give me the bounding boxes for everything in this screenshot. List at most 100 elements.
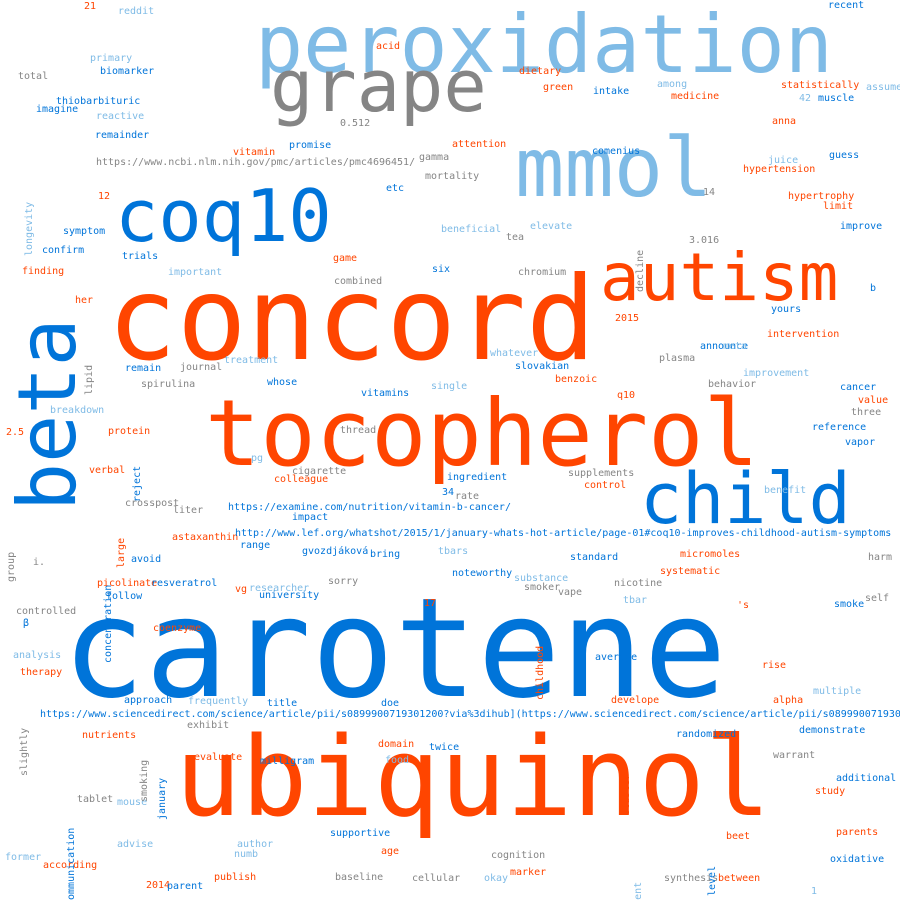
word-assume: assume: [866, 82, 900, 93]
word-cigarette: cigarette: [292, 466, 347, 477]
word-etc: etc: [386, 183, 405, 194]
word-micromoles: micromoles: [680, 549, 741, 560]
word-thiobarbituric: thiobarbituric: [56, 96, 141, 107]
word-follow: follow: [106, 591, 143, 602]
word-exhibit: exhibit: [187, 720, 230, 731]
word-2-5: 2.5: [6, 427, 25, 438]
word-title: title: [267, 698, 298, 709]
word-slovakian: slovakian: [515, 361, 570, 372]
word-statistically: statistically: [781, 80, 860, 91]
word-gvozdj-kov: gvozdjáková: [302, 546, 369, 557]
word-alpha: alpha: [773, 695, 804, 706]
word-comenius: comenius: [592, 146, 641, 157]
word-s: 's: [737, 600, 750, 611]
word-study: study: [815, 786, 846, 797]
word-decline: decline: [635, 249, 646, 292]
word-vg: vg: [235, 584, 248, 595]
word-marker: marker: [510, 867, 547, 878]
word-evaluate: evaluate: [194, 752, 243, 763]
word-promise: promise: [289, 140, 332, 151]
word-domain: domain: [378, 739, 415, 750]
word-2014: 2014: [146, 880, 171, 891]
word-acid: acid: [376, 41, 401, 52]
word-frequently: frequently: [188, 696, 249, 707]
word-biomarker: biomarker: [100, 66, 155, 77]
word-improvement: improvement: [743, 368, 810, 379]
word-3-016: 3.016: [689, 235, 720, 246]
word-vape: vape: [558, 587, 583, 598]
word-okay: okay: [484, 873, 509, 884]
word-numb: numb: [234, 849, 259, 860]
word-ubiquinol: ubiquinol: [175, 713, 772, 841]
word-mouse: mouse: [117, 797, 148, 808]
word-approach: approach: [124, 695, 173, 706]
word-journal: journal: [180, 362, 223, 373]
word-https-www-ncbi-nlm-nih-gov-pmc-articles-: https://www.ncbi.nlm.nih.gov/pmc/article…: [96, 157, 416, 168]
word-liter: liter: [173, 505, 204, 516]
word-cluster: cluster: [621, 773, 632, 816]
word-hypertrophy: hypertrophy: [788, 191, 855, 202]
word-elevate: elevate: [530, 221, 573, 232]
word-patient: patient: [633, 882, 644, 900]
word-reddit: reddit: [118, 6, 155, 17]
word-juice: juice: [768, 155, 799, 166]
word-picolinate: picolinate: [97, 578, 158, 589]
word-crosspost: crosspost: [125, 498, 180, 509]
word-parents: parents: [836, 827, 879, 838]
word-avoid: avoid: [131, 554, 162, 565]
word-supplements: supplements: [568, 468, 635, 479]
word-benefit: benefit: [764, 485, 807, 496]
word-average: average: [595, 652, 638, 663]
word-six: six: [432, 264, 451, 275]
word-rise: rise: [762, 660, 787, 671]
word-level: level: [707, 865, 718, 896]
word-publish: publish: [214, 872, 257, 883]
word-lipid: lipid: [84, 364, 95, 395]
word-child: child: [640, 458, 851, 540]
word-tablet: tablet: [77, 794, 114, 805]
word-spirulina: spirulina: [141, 379, 196, 390]
word-former: former: [5, 852, 42, 863]
word-limit: limit: [823, 201, 854, 212]
word-harm: harm: [868, 552, 893, 563]
word-vapor: vapor: [845, 437, 876, 448]
word-meta: meta: [723, 341, 748, 352]
word-whose: whose: [267, 377, 298, 388]
word-cellular: cellular: [412, 873, 461, 884]
word-trials: trials: [122, 251, 159, 262]
word-three: three: [851, 407, 882, 418]
word-total: total: [18, 71, 49, 82]
word-treatment: treatment: [224, 355, 279, 366]
word-14: 14: [703, 187, 716, 198]
word-benzoic: benzoic: [555, 374, 598, 385]
word-impact: impact: [292, 512, 329, 523]
word-tea: tea: [506, 232, 525, 243]
word-coenzyme: coenzyme: [153, 623, 202, 634]
word-standard: standard: [570, 552, 619, 563]
word-34: 34: [442, 487, 455, 498]
word-demonstrate: demonstrate: [799, 725, 866, 736]
word-autism: autism: [600, 239, 839, 316]
word-control: control: [584, 480, 627, 491]
word-age: age: [381, 846, 400, 857]
word-remainder: remainder: [95, 130, 150, 141]
word-verbal: verbal: [89, 465, 126, 476]
word-synthesis: synthesis: [664, 873, 719, 884]
word-smoke: smoke: [834, 599, 865, 610]
word-substance: substance: [514, 573, 569, 584]
word-whatever: whatever: [490, 348, 539, 359]
word-controlled: controlled: [16, 606, 77, 617]
word-vitamins: vitamins: [361, 388, 410, 399]
word-2015: 2015: [615, 313, 640, 324]
word-beneficial: beneficial: [441, 224, 502, 235]
word-university: university: [259, 590, 320, 601]
word-symptom: symptom: [63, 226, 106, 237]
word-systematic: systematic: [660, 566, 721, 577]
word-mortality: mortality: [425, 171, 480, 182]
word-january: january: [157, 777, 168, 820]
word-multiple: multiple: [813, 686, 862, 697]
word-improve: improve: [840, 221, 883, 232]
word-peroxidation: peroxidation: [255, 0, 833, 91]
word-parent: parent: [167, 881, 204, 892]
word-attention: attention: [452, 139, 507, 150]
